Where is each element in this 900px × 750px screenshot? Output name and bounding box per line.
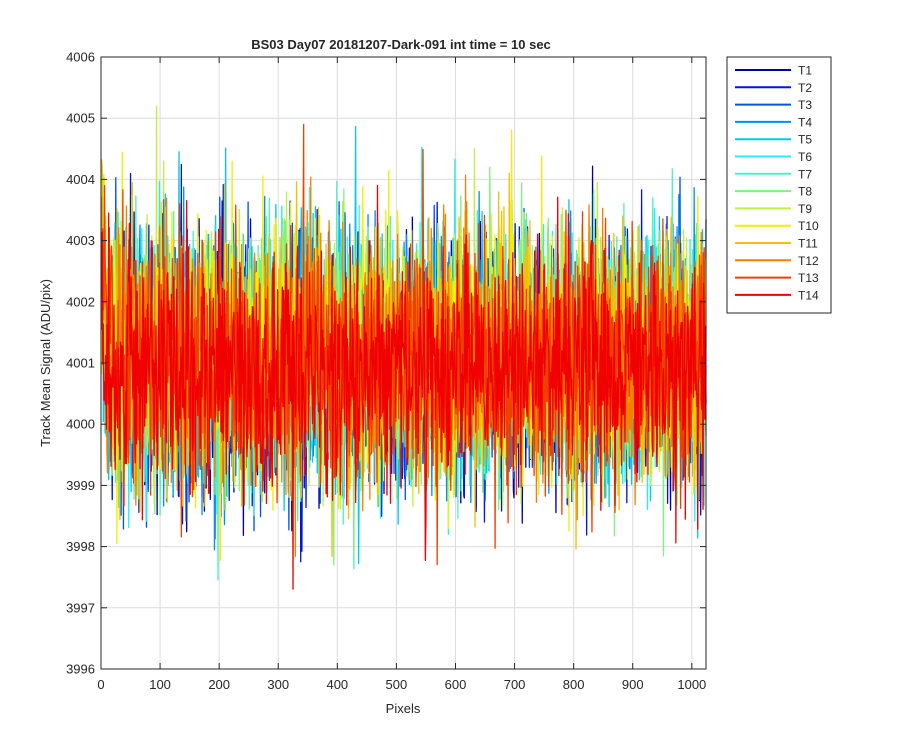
legend-label-t13: T13 [798,271,819,285]
x-tick-label: 0 [97,677,104,692]
legend-label-t7: T7 [798,167,812,181]
legend-label-t4: T4 [798,115,812,129]
legend-label-t5: T5 [798,133,812,147]
x-tick-label: 800 [563,677,585,692]
legend[interactable]: T1 T2 T3 T4 T5 T6 T7 T8 T9 T10 T11 T12 T13 T14 [726,56,832,314]
legend-label-t11: T11 [798,237,818,251]
legend-entries: T1 T2 T3 T4 T5 T6 T7 T8 T9 T10 T11 T12 T13 T14 [735,64,819,302]
x-tick-label: 600 [445,677,467,692]
legend-label-t14: T14 [798,288,819,302]
x-tick-label: 1000 [677,677,706,692]
y-tick-label: 3999 [66,478,95,493]
x-axis-label: Pixels [386,701,421,716]
chart-title: BS03 Day07 20181207-Dark-091 int time = … [251,37,551,52]
x-tick-label: 300 [267,677,289,692]
legend-label-t1: T1 [798,64,812,78]
x-tick-label: 100 [149,677,171,692]
legend-label-t9: T9 [798,202,812,216]
y-tick-label: 3997 [66,600,95,615]
y-tick-label: 3996 [66,662,95,677]
series-line-t14 [100,184,707,590]
legend-label-t8: T8 [798,185,812,199]
legend-box [726,56,832,314]
series-lines [100,105,707,590]
legend-label-t10: T10 [798,219,819,233]
y-tick-label: 4002 [66,294,95,309]
x-tick-label: 400 [326,677,348,692]
legend-label-t12: T12 [798,254,819,268]
y-tick-label: 4005 [66,111,95,126]
x-tick-label: 500 [386,677,408,692]
x-tick-label: 900 [622,677,644,692]
legend-label-t2: T2 [798,81,812,95]
y-axis-label: Track Mean Signal (ADU/pix) [38,279,53,447]
axis-ticks: 0 100 200 300 400 500 600 700 800 900 1000 3996 3997… [66,50,706,693]
y-tick-label: 4006 [66,50,95,65]
x-tick-label: 200 [208,677,230,692]
y-tick-label: 4003 [66,233,95,248]
x-tick-label: 700 [504,677,526,692]
legend-label-t6: T6 [798,150,812,164]
y-tick-label: 3998 [66,539,95,554]
y-tick-label: 4000 [66,417,95,432]
y-tick-label: 4001 [66,356,95,371]
y-tick-label: 4004 [66,172,95,187]
legend-label-t3: T3 [798,98,812,112]
